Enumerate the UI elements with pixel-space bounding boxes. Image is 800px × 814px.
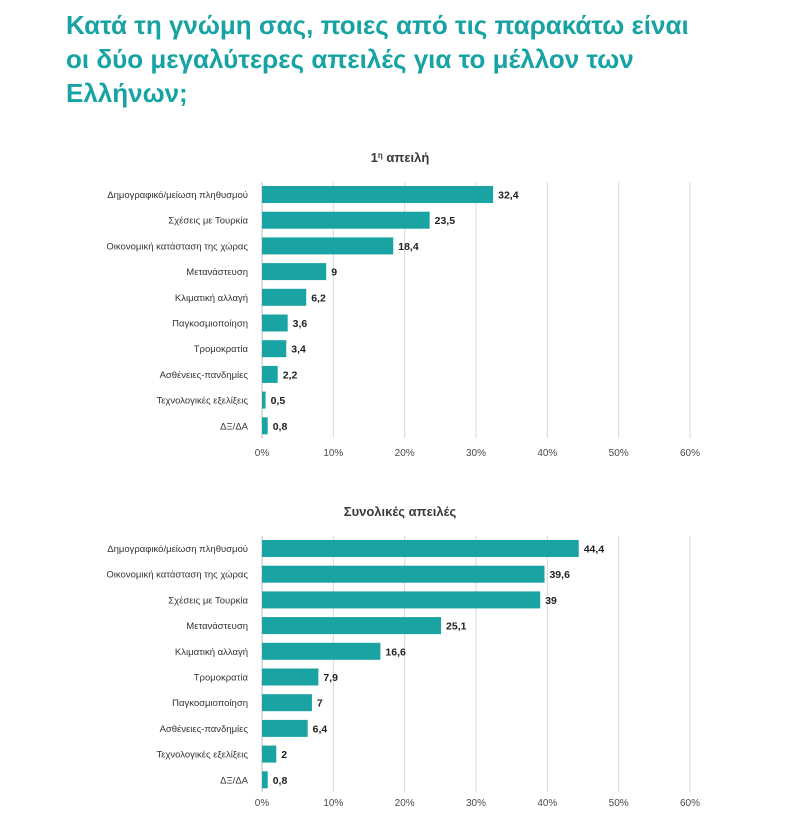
data-label: 0,8 — [273, 775, 288, 787]
x-tick-label: 60% — [680, 448, 700, 459]
x-tick-label: 60% — [680, 798, 700, 809]
x-tick-label: 50% — [609, 448, 629, 459]
page-title-line-1: Κατά τη γνώμη σας, ποιες από τις παρακάτ… — [66, 10, 689, 40]
data-label: 16,6 — [385, 646, 406, 658]
category-label: Τρομοκρατία — [194, 344, 249, 355]
category-label: Κλιματική αλλαγή — [175, 647, 248, 658]
first-threat-chart: 1η απειλή 0% 10% 20% 30% 40% 50% 60% Δημογραφικό… — [106, 150, 700, 459]
data-label: 0,8 — [273, 421, 288, 433]
category-label: ΔΞ/ΔΑ — [220, 421, 249, 432]
category-label: Τρομοκρατία — [194, 673, 249, 684]
data-label: 23,5 — [435, 215, 456, 227]
category-label: Ασθένειες-πανδημίες — [160, 370, 249, 381]
category-label: Δημογραφικό/μείωση πληθυσμού — [107, 190, 248, 201]
data-label: 6,2 — [311, 292, 326, 304]
category-label: Παγκοσμιοποίηση — [172, 319, 248, 330]
chart-title: 1η απειλή — [371, 150, 430, 165]
total-threats-chart: Συνολικές απειλές 0% 10% 20% 30% 40% 50% 60% Δημ… — [106, 504, 700, 809]
category-label: Μετανάστευση — [186, 267, 248, 278]
data-label: 2,2 — [283, 369, 298, 381]
page-title-line-2: οι δύο μεγαλύτερες απειλές για το μέλλον… — [66, 44, 634, 74]
bar — [262, 237, 394, 255]
bar — [262, 591, 541, 609]
data-label: 3,4 — [291, 344, 306, 356]
x-tick-label: 10% — [323, 798, 343, 809]
data-label: 44,4 — [584, 544, 605, 556]
data-label: 25,1 — [446, 621, 467, 633]
chart-title: Συνολικές απειλές — [344, 504, 457, 519]
bar — [262, 565, 545, 583]
bar — [262, 365, 278, 383]
bar — [262, 745, 277, 763]
x-tick-label: 10% — [323, 448, 343, 459]
x-tick-label: 30% — [466, 448, 486, 459]
category-label: Οικονομική κατάσταση της χώρας — [106, 241, 248, 252]
x-tick-label: 50% — [609, 798, 629, 809]
bar — [262, 617, 442, 635]
category-label: Μετανάστευση — [186, 621, 248, 632]
page-title-line-3: Ελλήνων; — [66, 78, 188, 108]
bar — [262, 668, 319, 686]
x-tick-label: 40% — [537, 798, 557, 809]
category-label: Ασθένειες-πανδημίες — [160, 724, 249, 735]
category-label: Σχέσεις με Τουρκία — [168, 216, 248, 227]
bar — [262, 314, 288, 332]
bar — [262, 540, 579, 557]
bar — [262, 288, 307, 306]
bar — [262, 719, 308, 737]
category-label: Οικονομική κατάσταση της χώρας — [106, 570, 248, 581]
data-label: 9 — [331, 267, 337, 279]
x-tick-label: 20% — [395, 798, 415, 809]
page-title: Κατά τη γνώμη σας, ποιες από τις παρακάτ… — [66, 8, 786, 110]
data-label: 7 — [317, 698, 323, 710]
category-label: Κλιματική αλλαγή — [175, 293, 248, 304]
data-label: 32,4 — [498, 190, 519, 202]
data-label: 39,6 — [549, 569, 570, 581]
data-label: 39 — [545, 595, 557, 607]
bar — [262, 186, 494, 203]
data-label: 0,5 — [271, 395, 286, 407]
bar — [262, 391, 266, 409]
x-tick-label: 30% — [466, 798, 486, 809]
x-tick-label: 40% — [537, 448, 557, 459]
category-label: Τεχνολογικές εξελίξεις — [156, 750, 248, 761]
bar — [262, 263, 327, 281]
x-tick-label: 20% — [395, 448, 415, 459]
data-label: 6,4 — [313, 723, 328, 735]
bar — [262, 694, 312, 712]
data-label: 18,4 — [398, 241, 419, 253]
bar — [262, 417, 268, 435]
bar — [262, 340, 287, 358]
data-label: 2 — [281, 749, 287, 761]
data-label: 3,6 — [293, 318, 308, 330]
bar — [262, 771, 268, 789]
category-label: ΔΞ/ΔΑ — [220, 775, 249, 786]
data-label: 7,9 — [323, 672, 338, 684]
x-tick-label: 0% — [255, 448, 270, 459]
category-label: Δημογραφικό/μείωση πληθυσμού — [107, 544, 248, 555]
category-label: Τεχνολογικές εξελίξεις — [156, 396, 248, 407]
category-label: Παγκοσμιοποίηση — [172, 698, 248, 709]
bar — [262, 211, 430, 229]
x-tick-label: 0% — [255, 798, 270, 809]
category-label: Σχέσεις με Τουρκία — [168, 595, 248, 606]
bar — [262, 642, 381, 660]
